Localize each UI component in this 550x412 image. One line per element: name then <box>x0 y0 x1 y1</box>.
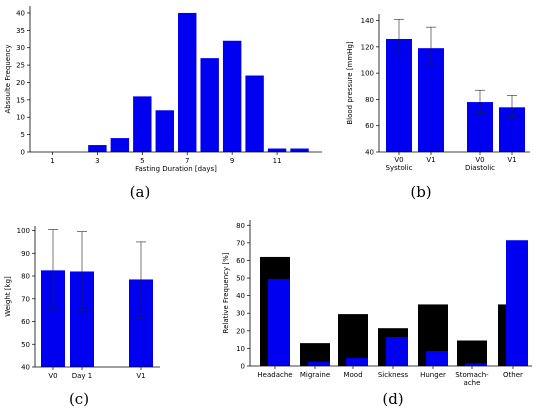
bar-symptom-blue <box>506 240 528 366</box>
y-tick-label-b: 40 <box>365 149 374 157</box>
bar-fasting-day <box>245 75 264 152</box>
panel-label-b: (b) <box>410 183 431 201</box>
y-tick-label-b: 100 <box>361 70 374 78</box>
x-tick-label-a: 5 <box>140 157 144 165</box>
group-label-b: Systolic <box>386 164 413 172</box>
y-tick-label-a: 20 <box>16 79 25 87</box>
panel-label-a: (a) <box>130 183 151 201</box>
x-tick-label-a: 11 <box>273 157 282 165</box>
panel-label-d: (d) <box>382 390 403 408</box>
y-tick-label-c: 60 <box>21 318 30 326</box>
x-tick-label-b: V0 <box>394 156 403 164</box>
y-axis-label-d: Relative Frequency [%] <box>222 252 230 333</box>
bar-fasting-day <box>200 58 219 153</box>
bar-fasting-day <box>88 145 107 152</box>
bar-fasting-day <box>222 40 242 153</box>
x-tick-label-a: 3 <box>95 157 99 165</box>
y-tick-label-a: 10 <box>16 114 25 122</box>
x-tick-label-a: 9 <box>230 157 234 165</box>
x-tick-label-d: Sickness <box>378 371 409 379</box>
bar-fasting-day <box>267 148 287 152</box>
x-tick-label-a: 7 <box>185 157 189 165</box>
bar-symptom-blue <box>308 361 330 366</box>
bar-fasting-day <box>133 96 152 152</box>
bar-symptom-blue <box>386 336 408 366</box>
x-tick-label-a: 1 <box>50 157 54 165</box>
y-tick-label-a: 35 <box>16 27 25 35</box>
bar-fasting-day <box>290 148 309 152</box>
y-tick-label-a: 5 <box>21 131 25 139</box>
y-tick-label-d: 30 <box>236 310 245 318</box>
y-tick-label-a: 30 <box>16 44 25 52</box>
x-tick-label-b: V1 <box>426 156 435 164</box>
y-tick-label-a: 40 <box>16 9 25 17</box>
y-tick-label-d: 20 <box>236 327 245 335</box>
bar-blood-pressure <box>386 38 412 152</box>
y-tick-label-a: 0 <box>21 149 25 157</box>
x-tick-label-d: Other <box>503 371 523 379</box>
x-tick-label-c: Day 1 <box>72 372 93 380</box>
group-label-b: Diastolic <box>465 164 495 172</box>
y-tick-label-c: 40 <box>21 364 30 372</box>
bar-symptom-blue <box>268 278 290 366</box>
y-tick-label-d: 70 <box>236 239 245 247</box>
y-tick-label-c: 70 <box>21 295 30 303</box>
x-tick-label-d: Hunger <box>420 371 446 379</box>
panel-label-c: (c) <box>69 390 89 408</box>
bar-blood-pressure <box>418 48 444 152</box>
x-tick-label-d: Headache <box>257 371 292 379</box>
x-tick-label-d: Stomach- <box>455 371 489 379</box>
x-tick-label-c: V1 <box>136 372 145 380</box>
y-tick-label-c: 80 <box>21 273 30 281</box>
y-tick-label-c: 90 <box>21 250 30 258</box>
bar-fasting-day <box>110 138 130 152</box>
x-tick-label-b: V1 <box>507 156 516 164</box>
y-tick-label-d: 10 <box>236 345 245 353</box>
x-tick-label-d: Migraine <box>300 371 330 379</box>
bar-symptom-dark <box>457 340 487 366</box>
y-tick-label-b: 60 <box>365 122 374 130</box>
bar-symptom-blue <box>426 351 448 366</box>
x-tick-label-d: ache <box>464 379 481 387</box>
y-tick-label-a: 25 <box>16 62 25 70</box>
bar-symptom-blue <box>346 358 368 366</box>
y-tick-label-b: 120 <box>361 43 374 51</box>
y-tick-label-d: 0 <box>241 363 245 371</box>
chart-panel-d: Headache Migraine Mood Sickness Hunger Stomac… <box>222 220 532 387</box>
x-tick-label-c: V0 <box>48 372 57 380</box>
x-axis-label-a: Fasting Duration [days] <box>135 165 217 173</box>
bar-symptom-dark <box>300 343 330 366</box>
bar-fasting-day <box>155 110 174 152</box>
y-tick-label-c: 100 <box>17 227 30 235</box>
y-tick-label-d: 80 <box>236 222 245 230</box>
bar-symptom-dark <box>338 314 368 366</box>
y-tick-label-d: 50 <box>236 275 245 283</box>
y-tick-label-d: 60 <box>236 257 245 265</box>
chart-panel-c: V0 Day 1 V1 40 50 60 70 80 90 100 Weight [kg] <box>4 226 160 380</box>
y-axis-label-a: Absoulte Frequency <box>4 45 12 114</box>
x-tick-label-b: V0 <box>475 156 484 164</box>
bar-symptom-blue <box>465 363 487 366</box>
y-axis-label-b: Blood pressure [mmHg] <box>346 41 354 125</box>
y-tick-label-a: 15 <box>16 96 25 104</box>
x-tick-label-d: Mood <box>343 371 362 379</box>
bar-fasting-day <box>178 12 197 153</box>
y-axis-label-c: Weight [kg] <box>4 276 12 317</box>
y-tick-label-b: 140 <box>361 17 374 25</box>
y-tick-label-b: 80 <box>365 96 374 104</box>
y-tick-label-d: 40 <box>236 292 245 300</box>
y-tick-label-c: 50 <box>21 341 30 349</box>
